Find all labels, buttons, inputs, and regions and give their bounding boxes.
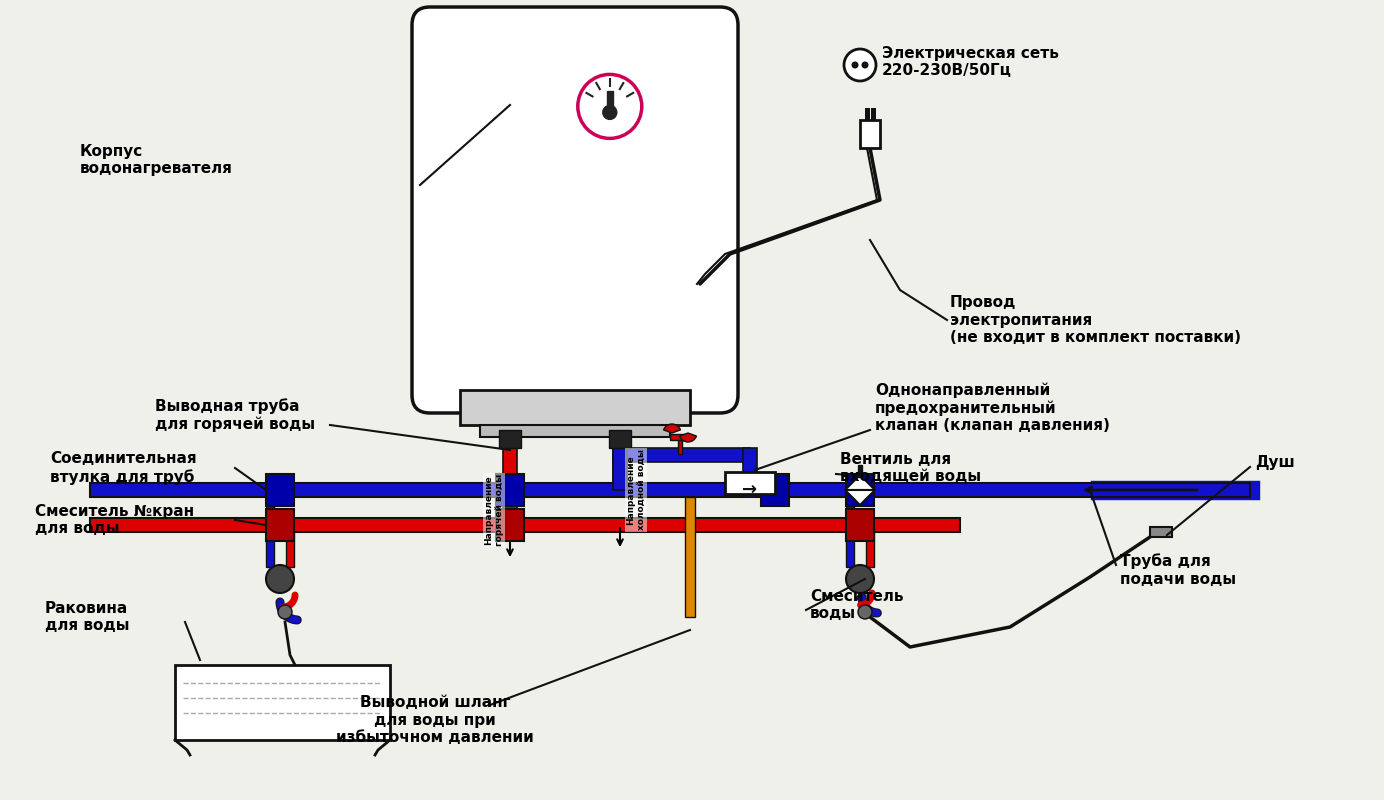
Bar: [865, 108, 871, 120]
Bar: [495, 474, 525, 506]
Polygon shape: [846, 475, 875, 490]
Bar: [609, 430, 631, 448]
Text: Корпус
водонагревателя: Корпус водонагревателя: [80, 144, 233, 176]
Bar: [846, 474, 875, 506]
Text: →: →: [742, 481, 757, 499]
Bar: [761, 474, 789, 506]
Bar: [266, 497, 274, 567]
Wedge shape: [680, 433, 696, 442]
Text: Выводная труба
для горячей воды: Выводная труба для горячей воды: [155, 398, 316, 432]
Text: Раковина
для воды: Раковина для воды: [46, 601, 130, 634]
Circle shape: [278, 605, 292, 619]
Bar: [606, 91, 613, 111]
FancyBboxPatch shape: [412, 7, 738, 413]
Text: Смеситель №кран
для воды: Смеситель №кран для воды: [35, 504, 194, 536]
Wedge shape: [663, 424, 681, 433]
Bar: [90, 518, 960, 532]
Circle shape: [577, 74, 642, 138]
Text: Направление
горячей воды: Направление горячей воды: [484, 474, 504, 546]
Bar: [500, 430, 520, 448]
Bar: [1150, 527, 1172, 537]
Circle shape: [846, 565, 875, 593]
Circle shape: [851, 62, 858, 69]
Text: Электрическая сеть
220-230В/50Гц: Электрическая сеть 220-230В/50Гц: [882, 46, 1059, 78]
Bar: [743, 448, 757, 497]
Bar: [670, 434, 691, 440]
Bar: [286, 532, 293, 567]
Text: Труба для
подачи воды: Труба для подачи воды: [1120, 554, 1236, 586]
Bar: [846, 497, 854, 567]
Circle shape: [844, 49, 876, 81]
Bar: [678, 438, 682, 454]
Bar: [858, 465, 862, 477]
Bar: [502, 435, 518, 525]
Text: Направление
холодной воды: Направление холодной воды: [627, 450, 646, 530]
Text: Соединительная
втулка для труб: Соединительная втулка для труб: [50, 451, 197, 485]
Bar: [459, 390, 691, 425]
Bar: [846, 509, 875, 541]
Polygon shape: [846, 490, 875, 505]
Bar: [859, 120, 880, 148]
Bar: [685, 497, 695, 617]
Circle shape: [266, 565, 293, 593]
Bar: [871, 108, 876, 120]
Bar: [613, 435, 627, 490]
Bar: [613, 448, 627, 483]
Circle shape: [603, 106, 617, 119]
Bar: [174, 665, 390, 740]
Bar: [266, 474, 293, 506]
Text: Выводной шланг
для воды при
избыточном давлении: Выводной шланг для воды при избыточном д…: [336, 695, 534, 745]
Circle shape: [858, 605, 872, 619]
Text: Душ: Душ: [1255, 454, 1295, 470]
Text: Смеситель
воды: Смеситель воды: [810, 589, 904, 621]
Circle shape: [861, 62, 869, 69]
Bar: [613, 448, 750, 462]
Text: Провод
электропитания
(не входит в комплект поставки): Провод электропитания (не входит в компл…: [949, 295, 1241, 345]
Bar: [90, 483, 1250, 497]
Bar: [480, 425, 670, 437]
Bar: [725, 472, 775, 494]
Bar: [866, 532, 875, 567]
Text: Однонаправленный
предохранительный
клапан (клапан давления): Однонаправленный предохранительный клапа…: [875, 382, 1110, 434]
Text: Вентиль для
входящей воды: Вентиль для входящей воды: [840, 452, 981, 484]
Bar: [266, 509, 293, 541]
Bar: [495, 509, 525, 541]
